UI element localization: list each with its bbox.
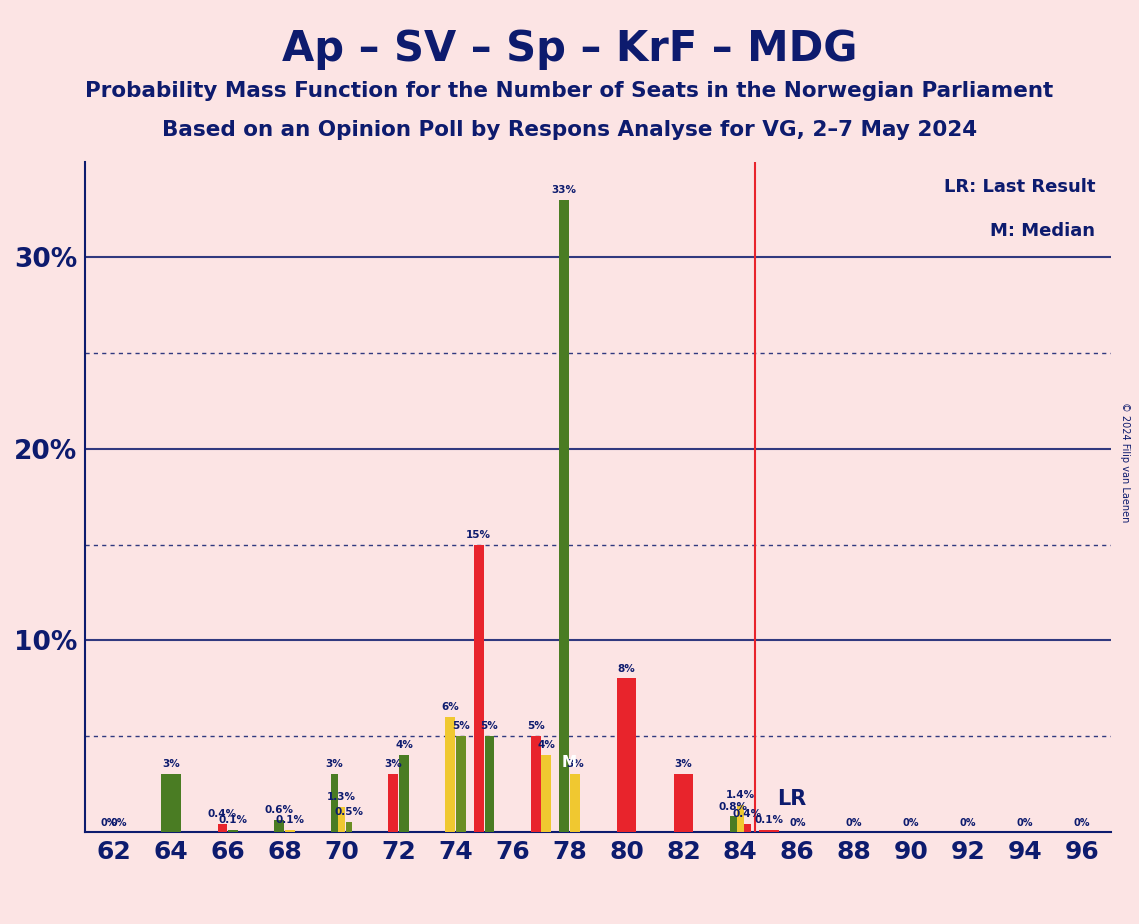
Bar xyxy=(456,736,466,832)
Bar xyxy=(759,830,779,832)
Text: 4%: 4% xyxy=(538,740,556,750)
Bar xyxy=(285,830,295,832)
Text: 15%: 15% xyxy=(466,529,491,540)
Bar xyxy=(218,824,228,832)
Text: 0%: 0% xyxy=(960,818,976,828)
Text: 3%: 3% xyxy=(385,760,402,770)
Text: 0%: 0% xyxy=(1017,818,1033,828)
Bar xyxy=(399,755,409,832)
Text: 6%: 6% xyxy=(442,702,459,712)
Bar xyxy=(445,717,456,832)
Text: 3%: 3% xyxy=(162,760,180,770)
Text: © 2024 Filip van Laenen: © 2024 Filip van Laenen xyxy=(1121,402,1130,522)
Text: 0%: 0% xyxy=(903,818,919,828)
Text: M: M xyxy=(562,755,577,771)
Bar xyxy=(744,824,751,832)
Text: 0%: 0% xyxy=(1074,818,1090,828)
Bar xyxy=(338,807,345,832)
Text: 4%: 4% xyxy=(395,740,413,750)
Bar xyxy=(616,678,637,832)
Text: Ap – SV – Sp – KrF – MDG: Ap – SV – Sp – KrF – MDG xyxy=(281,28,858,69)
Text: 5%: 5% xyxy=(481,721,498,731)
Text: 0%: 0% xyxy=(100,818,117,828)
Text: 0.1%: 0.1% xyxy=(754,815,784,825)
Bar xyxy=(331,774,338,832)
Bar xyxy=(161,774,181,832)
Text: 5%: 5% xyxy=(452,721,469,731)
Bar xyxy=(474,544,484,832)
Bar xyxy=(388,774,399,832)
Bar xyxy=(345,822,352,832)
Text: 1.4%: 1.4% xyxy=(726,790,755,800)
Text: 0.6%: 0.6% xyxy=(265,806,294,815)
Text: M: Median: M: Median xyxy=(990,222,1096,240)
Bar xyxy=(737,805,744,832)
Text: 8%: 8% xyxy=(617,663,636,674)
Text: Probability Mass Function for the Number of Seats in the Norwegian Parliament: Probability Mass Function for the Number… xyxy=(85,81,1054,102)
Text: 0%: 0% xyxy=(789,818,805,828)
Bar xyxy=(559,200,570,832)
Text: 0.1%: 0.1% xyxy=(276,815,304,825)
Text: 3%: 3% xyxy=(326,760,344,770)
Text: 3%: 3% xyxy=(674,760,693,770)
Text: 0.8%: 0.8% xyxy=(719,801,747,811)
Text: LR: LR xyxy=(777,788,806,808)
Text: 33%: 33% xyxy=(551,185,576,195)
Text: 5%: 5% xyxy=(527,721,544,731)
Text: LR: Last Result: LR: Last Result xyxy=(943,178,1096,197)
Text: 0%: 0% xyxy=(846,818,862,828)
Bar xyxy=(228,830,238,832)
Bar xyxy=(570,774,580,832)
Text: 0.4%: 0.4% xyxy=(208,809,237,820)
Bar xyxy=(673,774,694,832)
Bar xyxy=(531,736,541,832)
Bar xyxy=(274,821,285,832)
Text: 3%: 3% xyxy=(566,760,583,770)
Text: 0.5%: 0.5% xyxy=(335,808,363,817)
Text: 0.4%: 0.4% xyxy=(732,809,762,820)
Text: 0%: 0% xyxy=(110,818,128,828)
Bar xyxy=(484,736,494,832)
Text: 1.3%: 1.3% xyxy=(327,792,357,802)
Bar xyxy=(541,755,551,832)
Text: Based on an Opinion Poll by Respons Analyse for VG, 2–7 May 2024: Based on an Opinion Poll by Respons Anal… xyxy=(162,120,977,140)
Text: 0.1%: 0.1% xyxy=(219,815,247,825)
Bar xyxy=(730,816,737,832)
